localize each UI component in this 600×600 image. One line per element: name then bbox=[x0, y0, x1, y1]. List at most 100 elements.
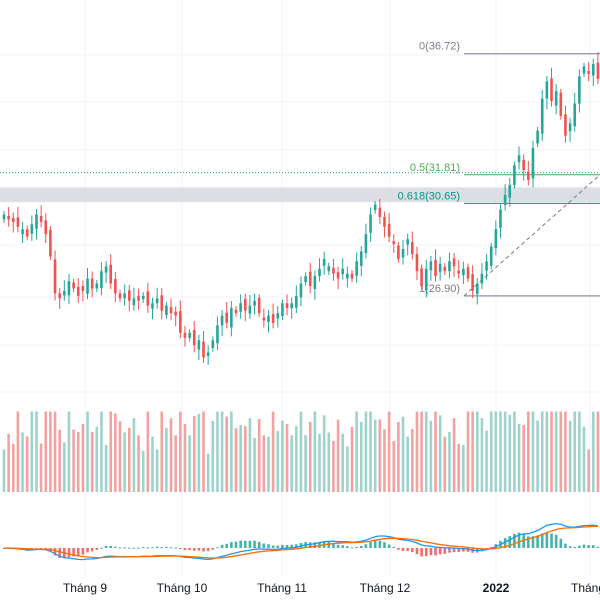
macd-hist-bar bbox=[109, 545, 113, 548]
candle bbox=[304, 272, 307, 286]
volume-bar bbox=[100, 411, 103, 492]
candle bbox=[475, 278, 479, 305]
candle bbox=[81, 280, 85, 302]
volume-bar bbox=[424, 411, 428, 492]
macd-hist-bar bbox=[443, 548, 447, 554]
macd-hist-bar bbox=[174, 547, 177, 549]
volume-bar bbox=[25, 436, 29, 492]
macd-hist-bar bbox=[202, 548, 205, 552]
macd-hist-bar bbox=[243, 540, 247, 548]
macd-hist-bar bbox=[378, 540, 382, 548]
macd-hist-bar bbox=[86, 548, 89, 553]
volume-bar bbox=[58, 429, 61, 492]
macd-hist-bar bbox=[420, 548, 423, 557]
time-axis: Tháng 9 Tháng 10 Tháng 11 Tháng 12 2022 Tháng bbox=[63, 581, 600, 595]
volume-bar bbox=[109, 411, 113, 492]
candle bbox=[104, 260, 108, 284]
volume-bar bbox=[299, 411, 303, 492]
macd-hist-bar bbox=[545, 531, 549, 548]
candle bbox=[452, 252, 456, 277]
volume-bar bbox=[420, 411, 423, 492]
macd-hist-bar bbox=[591, 545, 595, 548]
macd-panel bbox=[2, 522, 600, 561]
volume-bar bbox=[550, 411, 553, 492]
macd-hist-bar bbox=[127, 547, 131, 549]
macd-hist-bar bbox=[517, 532, 521, 548]
volume-bar bbox=[202, 411, 205, 492]
candle bbox=[448, 252, 451, 279]
macd-hist-bar bbox=[39, 548, 43, 549]
candle bbox=[53, 250, 57, 301]
volume-bar bbox=[39, 443, 43, 492]
volume-bar bbox=[527, 411, 530, 492]
candle bbox=[536, 126, 539, 148]
macd-hist-bar bbox=[137, 547, 140, 549]
volume-bar bbox=[53, 411, 57, 492]
macd-hist-bar bbox=[220, 544, 224, 548]
macd-hist-bar bbox=[104, 545, 108, 548]
macd-hist-bar bbox=[346, 546, 349, 548]
volume-bar bbox=[355, 411, 358, 492]
macd-hist-bar bbox=[248, 540, 252, 548]
candle bbox=[466, 263, 470, 283]
volume-bar bbox=[434, 411, 437, 492]
candle bbox=[285, 294, 289, 316]
volume-bar bbox=[559, 411, 563, 492]
volume-bar bbox=[165, 427, 168, 492]
volume-bar bbox=[397, 421, 400, 492]
volume-bar bbox=[21, 432, 24, 492]
candle bbox=[494, 220, 498, 256]
macd-hist-bar bbox=[448, 548, 451, 553]
volume-bar bbox=[262, 435, 266, 492]
macd-hist-bar bbox=[383, 542, 386, 548]
macd-hist-bar bbox=[95, 548, 99, 550]
macd-hist-bar bbox=[466, 548, 470, 552]
volume-bar bbox=[494, 411, 498, 492]
macd-hist-bar bbox=[411, 548, 414, 553]
macd-hist-bar bbox=[438, 548, 442, 555]
volume-bar bbox=[466, 411, 470, 492]
candle bbox=[141, 292, 145, 303]
volume-bar bbox=[151, 436, 154, 492]
volume-bar bbox=[49, 411, 52, 492]
macd-hist-bar bbox=[267, 544, 270, 548]
candle bbox=[582, 62, 586, 78]
candle bbox=[387, 213, 391, 243]
candle bbox=[313, 270, 317, 300]
volume-bar bbox=[169, 418, 173, 492]
volume-bar bbox=[411, 429, 414, 492]
candle bbox=[100, 262, 103, 296]
volume-bar bbox=[118, 421, 122, 492]
candle bbox=[513, 161, 516, 189]
macd-hist-bar bbox=[67, 548, 71, 558]
volume-bar bbox=[16, 411, 20, 492]
macd-hist-bar bbox=[276, 545, 280, 548]
candle bbox=[16, 206, 20, 233]
resistance-zone bbox=[0, 187, 600, 203]
volume-bar bbox=[271, 411, 275, 492]
candle bbox=[30, 215, 34, 241]
macd-hist-bar bbox=[225, 543, 229, 548]
volume-bar bbox=[11, 443, 15, 492]
volume-bar bbox=[137, 435, 140, 492]
macd-hist-bar bbox=[508, 536, 512, 548]
candle bbox=[517, 146, 521, 170]
macd-hist-bar bbox=[564, 543, 567, 548]
macd-hist-bar bbox=[573, 546, 577, 548]
fibonacci-retracement[interactable]: 0(36.72) 0.5(31.81) 0.618(30.65) 1(26.90) bbox=[398, 41, 600, 297]
candle bbox=[369, 207, 372, 242]
volume-bar bbox=[508, 414, 512, 492]
candle bbox=[415, 246, 419, 281]
candle bbox=[253, 293, 256, 315]
macd-hist-bar bbox=[114, 546, 117, 548]
time-axis-label: Tháng 11 bbox=[257, 581, 307, 595]
candle bbox=[299, 276, 303, 307]
macd-hist-bar bbox=[90, 548, 94, 552]
volume-bar bbox=[341, 433, 345, 492]
volume-bar bbox=[462, 444, 465, 492]
candle bbox=[350, 269, 354, 283]
candle bbox=[90, 271, 94, 298]
fib-level-label: 0(36.72) bbox=[419, 41, 460, 53]
volume-bar bbox=[587, 449, 590, 492]
